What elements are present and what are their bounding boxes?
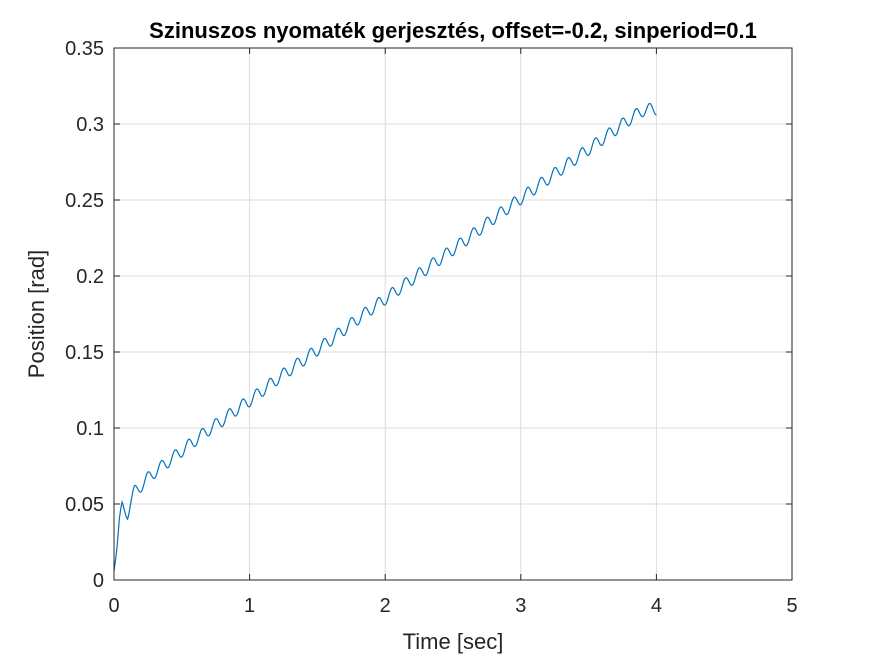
y-tick-label: 0.15	[65, 342, 104, 364]
grid	[113, 47, 793, 581]
x-tick-label: 4	[651, 595, 662, 617]
x-axis-label: Time [sec]	[403, 629, 504, 654]
x-tick-label: 1	[244, 595, 255, 617]
chart-title: Szinuszos nyomaték gerjesztés, offset=-0…	[149, 18, 757, 43]
x-tick-labels: 0 1 2 3 4 5	[108, 595, 797, 617]
y-tick-label: 0.2	[76, 266, 104, 288]
tick-marks	[113, 47, 793, 581]
x-tick-label: 0	[108, 595, 119, 617]
y-tick-label: 0.25	[65, 190, 104, 212]
y-tick-label: 0.35	[65, 38, 104, 60]
position-series-line	[113, 102, 657, 571]
plot-frame	[113, 47, 793, 581]
x-tick-label: 2	[380, 595, 391, 617]
y-tick-label: 0.05	[65, 494, 104, 516]
series-layer	[113, 102, 657, 571]
x-tick-label: 3	[515, 595, 526, 617]
x-tick-label: 5	[786, 595, 797, 617]
y-tick-label: 0.1	[76, 418, 104, 440]
y-tick-label: 0.3	[76, 114, 104, 136]
y-tick-labels: 0 0.05 0.1 0.15 0.2 0.25 0.3 0.35	[65, 38, 104, 592]
y-axis-label: Position [rad]	[24, 250, 49, 378]
y-tick-label: 0	[93, 570, 104, 592]
